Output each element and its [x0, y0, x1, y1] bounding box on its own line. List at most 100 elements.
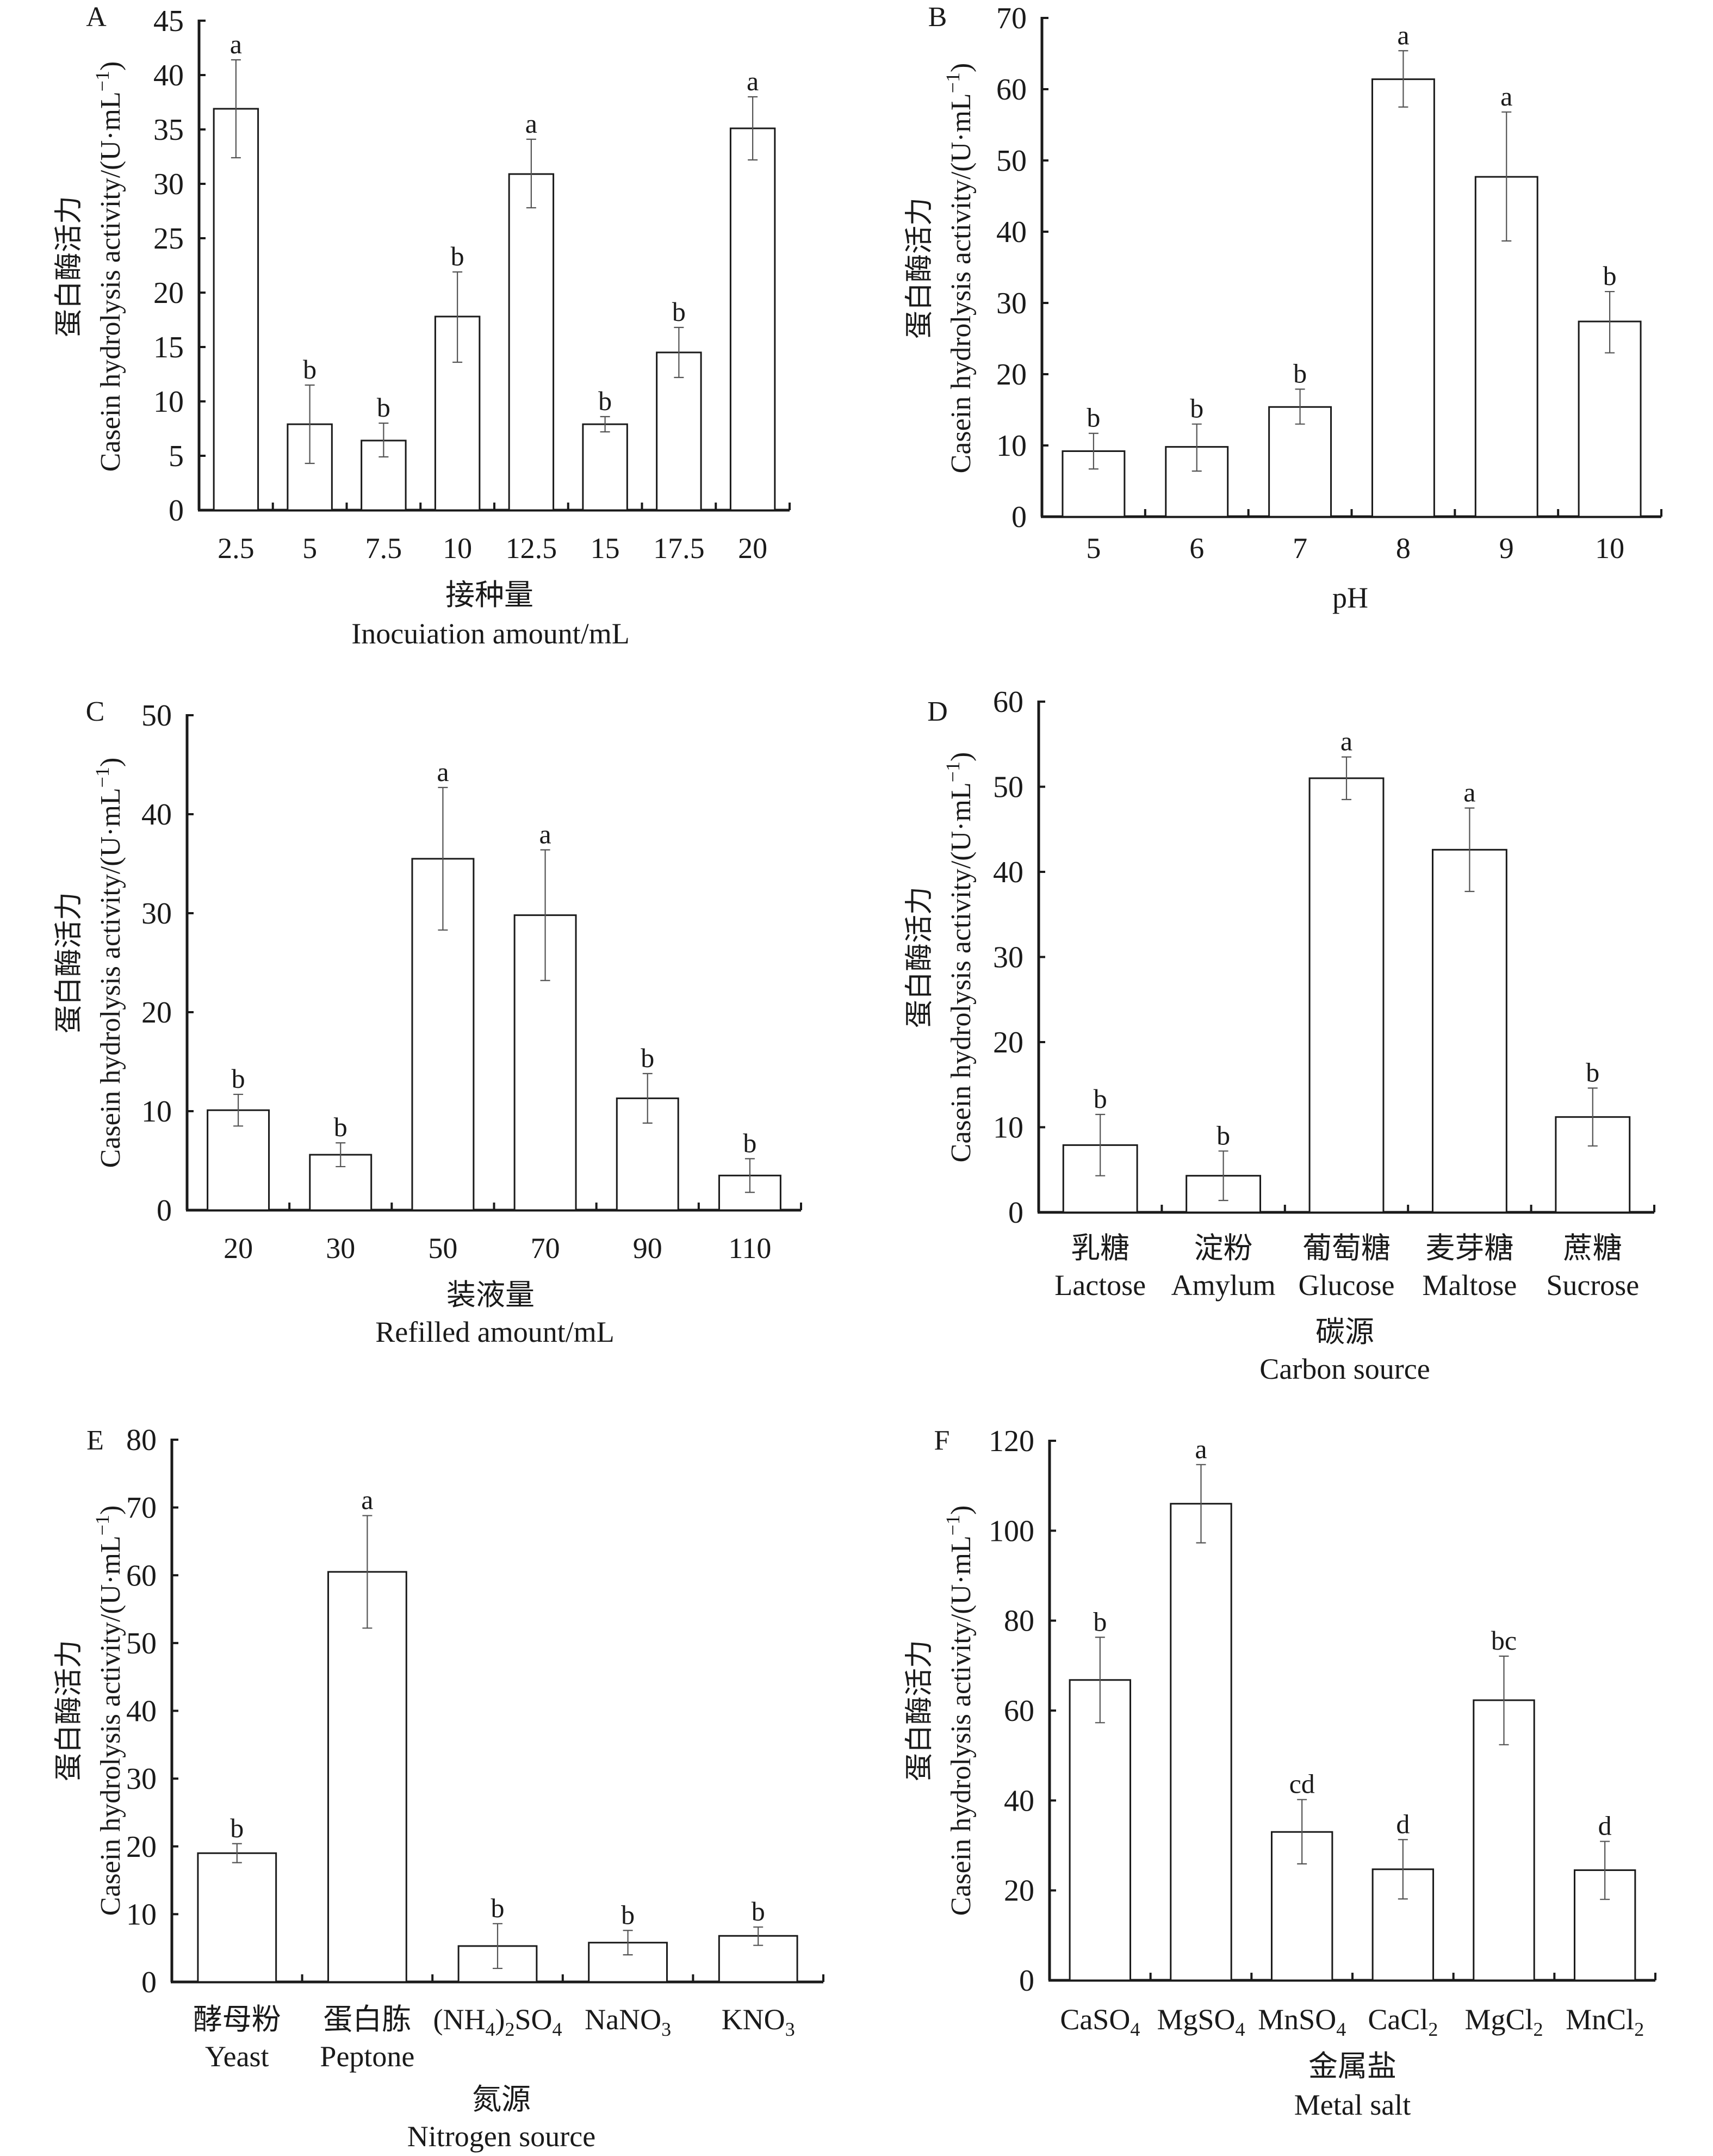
x-category-label: 15 — [591, 532, 620, 565]
x-category-label: 17.5 — [653, 532, 705, 565]
significance-label: b — [1586, 1057, 1599, 1088]
panel-d: D 0 10 20 30 40 50 60 b 乳糖 Lactose b 淀粉 Amylum a 葡萄糖 Glu… — [904, 685, 1655, 1385]
significance-label: a — [1463, 777, 1475, 808]
error-bar — [1088, 432, 1098, 470]
panel-label: C — [86, 696, 105, 727]
x-axis-title-cn: 金属盐 — [1308, 2050, 1397, 2083]
error-bar — [744, 1158, 755, 1193]
y-tick-label: 5 — [169, 439, 184, 473]
y-axis-title-en: Casein hydrolysis activity/(U·mL−1) — [942, 63, 977, 474]
y-tick-label: 10 — [993, 1111, 1023, 1145]
error-bar — [452, 271, 463, 363]
significance-label: a — [747, 66, 759, 96]
significance-label: b — [1293, 358, 1307, 389]
x-category-label: Sucrose — [1546, 1269, 1639, 1302]
x-category-label: KNO3 — [722, 2003, 795, 2040]
bar — [1371, 78, 1435, 518]
y-tick-label: 20 — [1004, 1874, 1034, 1908]
y-axis-title: 蛋白酶活力 Casein hydrolysis activity/(U·mL−1) — [904, 752, 977, 1163]
error-bar — [1605, 290, 1615, 354]
significance-label: b — [303, 354, 316, 385]
y-tick-label: 10 — [141, 1095, 172, 1129]
y-tick-label: 30 — [993, 941, 1023, 975]
error-bar — [232, 1843, 242, 1863]
x-category-label: MnSO4 — [1258, 2003, 1346, 2040]
significance-label: a — [525, 108, 537, 139]
error-bar — [1295, 388, 1305, 425]
error-bar — [233, 1093, 244, 1127]
x-category-label: MnCl2 — [1566, 2003, 1644, 2040]
y-tick-label: 20 — [996, 358, 1027, 392]
y-tick-label: 70 — [996, 2, 1027, 35]
error-bar — [438, 786, 448, 931]
significance-label: b — [230, 1813, 244, 1843]
error-bar — [1342, 756, 1351, 801]
y-tick-label: 50 — [996, 144, 1027, 178]
x-category-label: CaCl2 — [1368, 2003, 1438, 2040]
y-tick-label: 40 — [996, 215, 1027, 249]
x-category-label: Glucose — [1299, 1269, 1395, 1302]
x-category-label: Peptone — [320, 2040, 414, 2073]
significance-label: b — [1603, 261, 1617, 291]
panel-label: D — [927, 696, 948, 727]
y-tick-label: 80 — [126, 1423, 157, 1457]
y-axis-title-en: Casein hydrolysis activity/(U·mL−1) — [91, 1506, 126, 1916]
x-category-label: Amylum — [1171, 1269, 1276, 1302]
significance-label: b — [377, 392, 390, 423]
panel-b: B 0 10 20 30 40 50 60 70 b 5 b 6 b 7 a 8 a 9 b 10 pH 蛋白酶活力 Case… — [904, 2, 1662, 614]
error-bar — [753, 1926, 764, 1946]
x-category-label: 20 — [738, 532, 767, 565]
y-tick-label: 50 — [141, 699, 172, 733]
bar — [1308, 777, 1385, 1213]
error-bar — [1095, 1113, 1106, 1176]
panel-e: E 0 10 20 30 40 50 60 70 80 b 酵母粉 Yeast a 蛋白胨 Peptone b (… — [54, 1423, 824, 2153]
x-axis-title: Nitrogen source — [407, 2120, 595, 2153]
y-tick-label: 30 — [126, 1762, 157, 1796]
error-bar — [305, 384, 315, 464]
y-axis-title-cn: 蛋白酶活力 — [54, 892, 85, 1033]
panel-label: F — [934, 1425, 950, 1456]
bar — [1069, 1679, 1132, 1981]
x-axis-title: pH — [1332, 581, 1368, 614]
bar — [1268, 406, 1332, 518]
y-tick-label: 0 — [1011, 500, 1027, 534]
x-category-label-cn: 乳糖 — [1071, 1232, 1129, 1265]
significance-label: a — [230, 29, 242, 59]
error-bar — [1095, 1637, 1105, 1724]
significance-label: a — [361, 1485, 373, 1515]
x-axis-title: Carbon source — [1259, 1353, 1430, 1385]
x-category-label: 7 — [1293, 532, 1307, 565]
error-bar — [1501, 111, 1512, 242]
bar — [327, 1571, 407, 1983]
y-tick-label: 120 — [989, 1424, 1034, 1458]
y-axis-title: 蛋白酶活力 Casein hydrolysis activity/(U·mL−1) — [904, 63, 977, 474]
y-axis-title-cn: 蛋白酶活力 — [54, 196, 85, 337]
error-bar — [1196, 1464, 1206, 1544]
significance-label: a — [539, 819, 551, 850]
y-tick-label: 10 — [153, 385, 184, 419]
error-bar — [1464, 807, 1475, 893]
y-tick-label: 30 — [141, 897, 172, 931]
significance-label: b — [232, 1063, 245, 1094]
error-bar — [1398, 1839, 1408, 1900]
y-tick-label: 30 — [996, 287, 1027, 320]
y-tick-label: 60 — [993, 685, 1023, 719]
significance-label: b — [672, 296, 686, 327]
y-axis-title: 蛋白酶活力 Casein hydrolysis activity/(U·mL−1) — [54, 758, 126, 1168]
bar — [582, 423, 628, 511]
significance-label: b — [752, 1896, 765, 1926]
bar — [729, 127, 776, 511]
bar — [656, 351, 702, 511]
y-axis-title-en: Casein hydrolysis activity/(U·mL−1) — [942, 752, 977, 1163]
error-bar — [336, 1142, 346, 1168]
x-category-label-cn: 蛋白胨 — [323, 2003, 411, 2036]
x-axis-title-cn: 接种量 — [445, 579, 533, 611]
error-bar — [378, 422, 389, 458]
y-axis-title: 蛋白酶活力 Casein hydrolysis activity/(U·mL−1) — [54, 1506, 126, 1916]
y-tick-label: 20 — [141, 996, 172, 1030]
panel-label: E — [86, 1425, 104, 1456]
x-category-label: 110 — [728, 1232, 771, 1265]
x-category-label: CaSO4 — [1060, 2003, 1140, 2040]
x-category-label-cn: 蔗糖 — [1563, 1232, 1622, 1265]
significance-label: b — [1093, 1606, 1107, 1637]
